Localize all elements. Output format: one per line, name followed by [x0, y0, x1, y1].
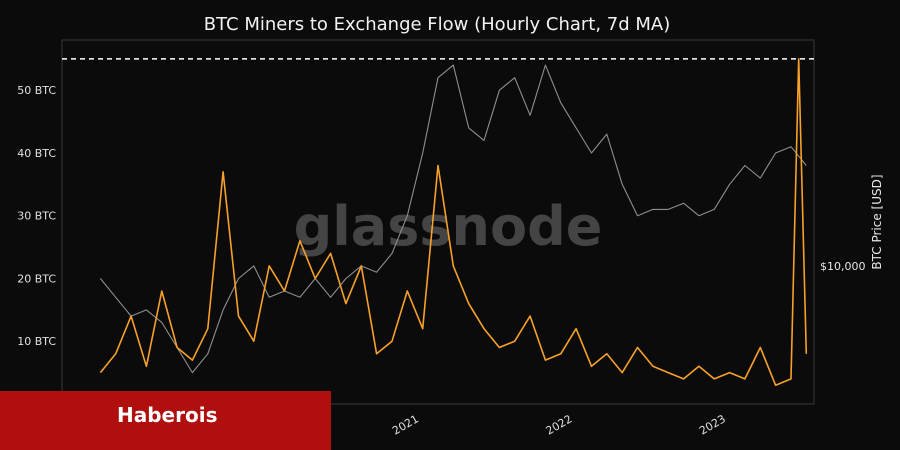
- series-line-price: [99, 64, 807, 374]
- series-line-flow: [99, 58, 808, 386]
- y-tick-label: 20 BTC: [17, 272, 56, 285]
- chart-title: BTC Miners to Exchange Flow (Hourly Char…: [204, 14, 671, 35]
- overlay-banner: [0, 391, 331, 450]
- y-tick-label: 50 BTC: [17, 84, 56, 97]
- right-axis-label: BTC Price [USD]: [870, 174, 884, 269]
- y-tick-label: 10 BTC: [17, 335, 56, 348]
- y-tick-label: 40 BTC: [17, 147, 56, 160]
- right-tick-label: $10,000: [820, 260, 866, 273]
- y-tick-label: 30 BTC: [17, 210, 56, 223]
- series-layer: [99, 58, 808, 386]
- banner-text: Haberois: [117, 403, 218, 427]
- plot-frame: [61, 39, 815, 405]
